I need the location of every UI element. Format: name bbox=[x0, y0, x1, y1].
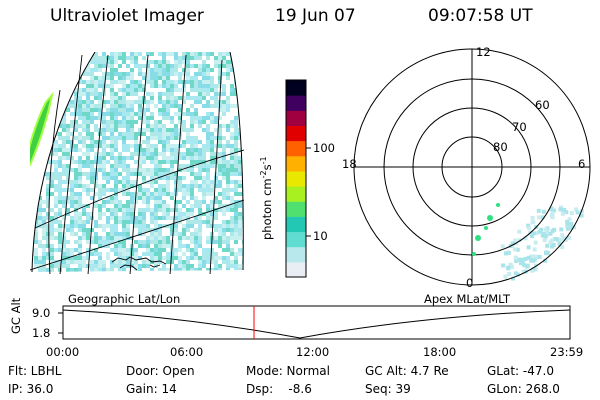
time-title: 09:07:58 UT bbox=[428, 6, 533, 26]
info-ip: IP: 36.0 bbox=[8, 382, 54, 396]
info-glon: GLon: 268.0 bbox=[487, 382, 560, 396]
colorbar-segment bbox=[286, 261, 306, 278]
colorbar-segment bbox=[286, 110, 306, 126]
dayside-limb-glow bbox=[30, 91, 54, 167]
timeline-ytick-1-8: 1.8 bbox=[32, 326, 51, 340]
colorbar-segment bbox=[286, 125, 306, 142]
colorbar-segment bbox=[286, 246, 306, 263]
colorbar-segment bbox=[286, 216, 306, 233]
info-gain: Gain: 14 bbox=[126, 382, 177, 396]
info-seq: Seq: 39 bbox=[365, 382, 411, 396]
colorbar-tick-100: 100 bbox=[313, 141, 335, 155]
timeline-left-label: Geographic Lat/Lon bbox=[68, 292, 181, 306]
lat-label-70: 70 bbox=[512, 120, 527, 134]
mlt-label-0: 0 bbox=[466, 276, 474, 290]
polar-data-point bbox=[484, 226, 488, 230]
polar-data-point bbox=[475, 235, 481, 241]
mlt-label-12: 12 bbox=[476, 45, 491, 59]
latitude-grid bbox=[30, 149, 244, 271]
timeline-axis-label: GC Alt bbox=[9, 297, 23, 334]
timeline-right-label: Apex MLat/MLT bbox=[424, 292, 511, 306]
colorbar-segment bbox=[286, 80, 306, 96]
polar-plot bbox=[353, 48, 591, 286]
polar-emission bbox=[500, 205, 585, 281]
info-flt: Flt: LBHL bbox=[8, 364, 62, 378]
date-title: 19 Jun 07 bbox=[275, 6, 356, 26]
timeline-xtick-0000: 00:00 bbox=[46, 345, 80, 359]
geographic-image-panel bbox=[30, 52, 244, 274]
altitude-timeline bbox=[58, 305, 571, 340]
instrument-title: Ultraviolet Imager bbox=[50, 6, 204, 26]
info-door: Door: Open bbox=[126, 364, 195, 378]
timeline-xtick-2359: 23:59 bbox=[550, 345, 584, 359]
info-dsp: Dsp: -8.6 bbox=[246, 382, 312, 396]
lat-label-80: 80 bbox=[493, 140, 508, 154]
mlt-label-6: 6 bbox=[578, 157, 586, 171]
lat-label-60: 60 bbox=[535, 98, 550, 112]
uv-emission-image bbox=[32, 52, 244, 272]
polar-data-points bbox=[472, 203, 500, 256]
polar-data-point bbox=[487, 215, 493, 221]
info-glat: GLat: -47.0 bbox=[487, 364, 554, 378]
color-bar bbox=[285, 79, 311, 278]
longitude-grid bbox=[48, 54, 223, 274]
timeline-ytick-9: 9.0 bbox=[32, 306, 51, 320]
polar-data-point bbox=[472, 252, 476, 256]
info-mode: Mode: Normal bbox=[246, 364, 330, 378]
colorbar-segment bbox=[286, 201, 306, 217]
colorbar-segment bbox=[286, 140, 306, 157]
timeline-xtick-1800: 18:00 bbox=[423, 345, 457, 359]
coastline bbox=[111, 256, 167, 271]
colorbar-segment bbox=[286, 170, 306, 187]
colorbar-tick-10: 10 bbox=[313, 229, 328, 243]
timeline-xtick-1200: 12:00 bbox=[296, 345, 330, 359]
colorbar-segment bbox=[286, 155, 306, 172]
info-gc-alt: GC Alt: 4.7 Re bbox=[365, 364, 449, 378]
polar-data-point bbox=[496, 203, 500, 207]
colorbar-unit: photon cm-2s-1 bbox=[259, 156, 274, 240]
timeline-xtick-0600: 06:00 bbox=[170, 345, 204, 359]
colorbar-segment bbox=[286, 95, 306, 111]
colorbar-segment bbox=[286, 186, 306, 202]
mlt-label-18: 18 bbox=[342, 157, 357, 171]
altitude-curve bbox=[62, 309, 571, 339]
colorbar-segment bbox=[286, 231, 306, 248]
